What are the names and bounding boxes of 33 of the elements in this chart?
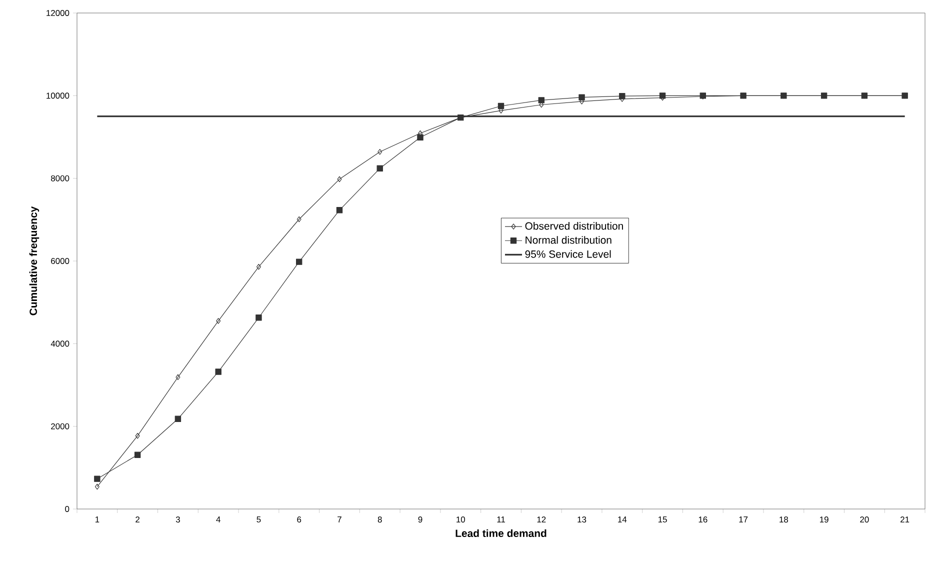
x-tick-label: 15 [658,516,667,522]
x-tick-label: 9 [418,516,422,523]
x-tick-label: 18 [780,516,788,523]
x-axis-title: Lead time demand [456,529,546,538]
x-tick-label: 20 [860,516,869,523]
x-tick-label: 6 [297,516,302,523]
x-tick-label: 4 [216,516,220,522]
y-tick-label: 4000 [50,340,70,347]
legend-label: Observed distribution [525,222,623,230]
x-tick-label: 12 [537,516,546,522]
y-tick-label: 12000 [46,10,70,16]
y-tick-label: 2000 [51,423,70,430]
x-tick-label: 21 [900,516,910,522]
x-tick-label: 13 [578,516,586,523]
x-tick-label: 5 [256,516,261,522]
x-tick-label: 11 [497,516,505,522]
x-tick-label: 2 [136,516,140,522]
legend-label: Normal distribution [526,236,612,244]
x-tick-label: 10 [456,516,465,523]
y-tick-label: 6000 [51,258,70,264]
x-tick-label: 17 [739,516,748,522]
x-tick-label: 16 [698,516,708,523]
y-tick-label: 0 [65,506,70,512]
x-tick-label: 19 [820,516,828,523]
x-tick-label: 14 [618,516,627,522]
y-tick-label: 8000 [51,175,70,182]
x-tick-label: 3 [176,516,180,523]
y-tick-label: 10000 [46,92,70,99]
legend-label: 95% Service Level [525,250,611,258]
y-axis-title: Cumulative frequency [29,206,40,316]
x-tick-label: 1 [95,516,100,522]
x-tick-label: 7 [338,516,342,522]
x-tick-label: 8 [378,516,382,523]
